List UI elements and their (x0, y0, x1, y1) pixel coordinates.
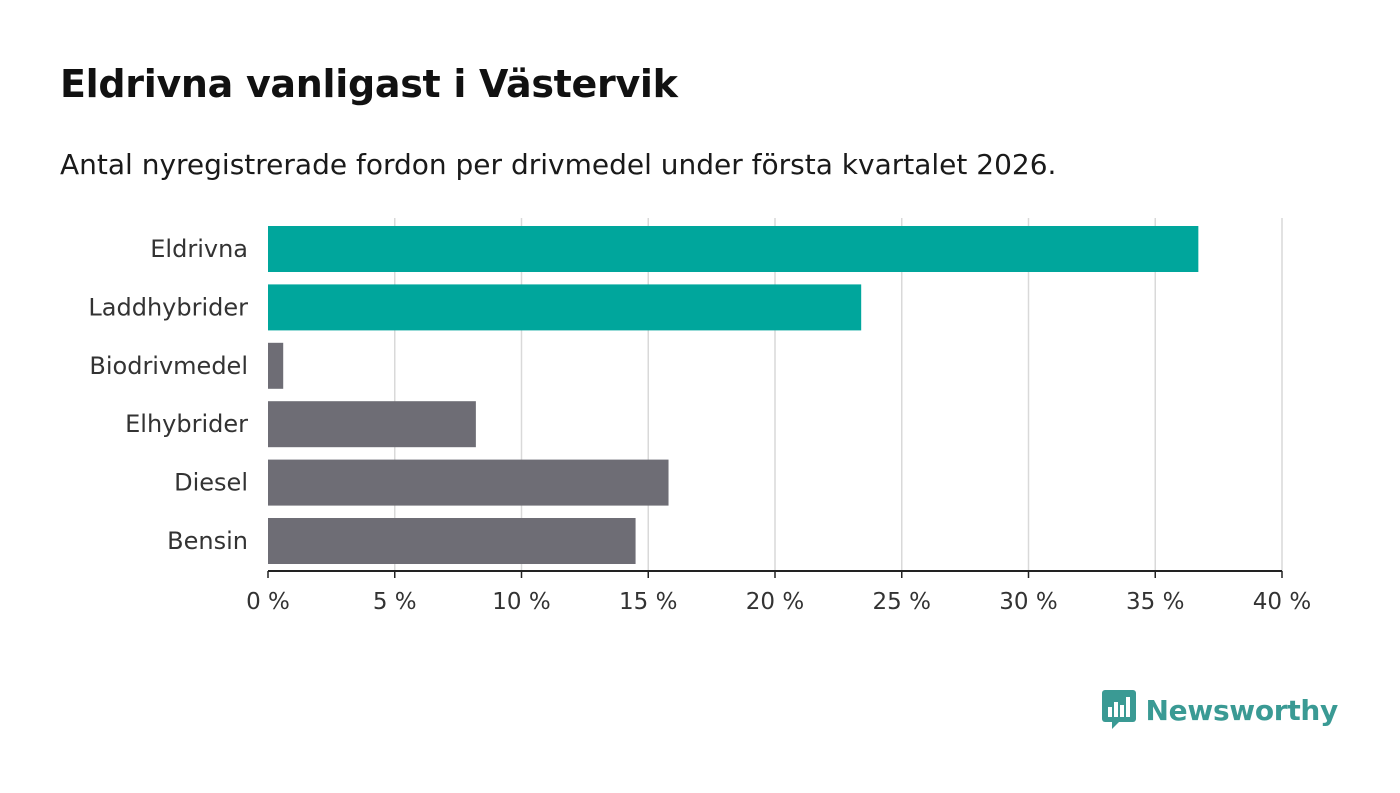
bar-elhybrider (268, 401, 476, 448)
brand-logo: Newsworthy (1101, 690, 1339, 730)
x-tick-label: 15 % (619, 589, 677, 615)
category-label: Laddhybrider (88, 293, 248, 321)
category-labels: Eldrivna Laddhybrider Biodrivmedel Elhybrid… (88, 235, 248, 555)
chart-subtitle: Antal nyregistrerade fordon per drivmede… (60, 148, 1057, 181)
bar-eldrivna (268, 226, 1199, 272)
bar-diesel (268, 459, 669, 506)
category-label: Diesel (174, 469, 248, 497)
x-tick-label: 30 % (999, 589, 1057, 615)
x-tick-label: 35 % (1126, 589, 1184, 615)
x-tick-label: 20 % (746, 589, 804, 615)
category-label: Bensin (167, 527, 248, 555)
x-axis: 0 % 5 % 10 % 15 % 20 % 25 % 30 % 35 % 40 % (246, 570, 1311, 615)
category-label: Biodrivmedel (89, 352, 248, 380)
newsworthy-logo-icon (1101, 690, 1136, 729)
x-tick-label: 0 % (246, 589, 290, 615)
x-tick-label: 40 % (1253, 589, 1311, 615)
bar-bensin (268, 518, 636, 564)
bar-laddhybrider (268, 284, 862, 331)
category-label: Eldrivna (150, 235, 248, 263)
bar-biodrivmedel (268, 342, 284, 389)
x-tick-label: 5 % (373, 589, 417, 615)
bars (268, 226, 1199, 564)
x-tick-label: 10 % (492, 589, 550, 615)
chart-title: Eldrivna vanligast i Västervik (60, 62, 678, 106)
category-label: Elhybrider (125, 410, 248, 438)
brand-name: Newsworthy (1145, 693, 1339, 727)
grid-lines (394, 218, 1283, 571)
x-tick-label: 25 % (873, 589, 931, 615)
